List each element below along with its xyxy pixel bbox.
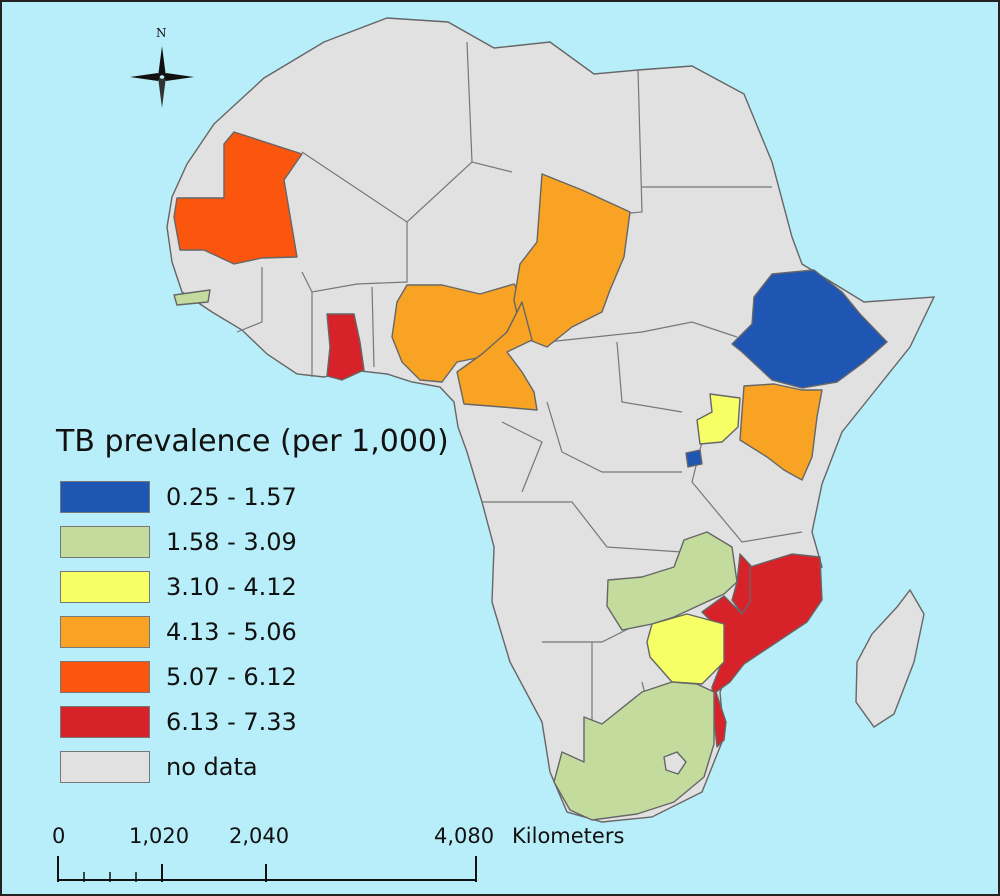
country-rwanda: [685, 449, 703, 468]
country-gambia: [173, 289, 211, 306]
legend-swatch: [60, 481, 150, 513]
legend-swatch: [60, 571, 150, 603]
legend-item: 1.58 - 3.09: [60, 525, 297, 559]
country-ghana: [326, 313, 365, 381]
scale-tick-1020: 1,020: [129, 824, 190, 848]
country-cameroon: [456, 301, 538, 411]
legend-swatch: [60, 616, 150, 648]
north-arrow-label: N: [156, 26, 167, 40]
legend-item: 6.13 - 7.33: [60, 705, 297, 739]
scale-tick-4080: 4,080: [434, 824, 495, 848]
legend-item: 0.25 - 1.57: [60, 480, 297, 514]
legend-swatch: [60, 526, 150, 558]
legend-label: 3.10 - 4.12: [166, 573, 297, 601]
legend-item: no data: [60, 750, 258, 784]
legend-title: TB prevalence (per 1,000): [56, 424, 449, 459]
country-chad: [513, 173, 631, 348]
country-lesotho: [663, 751, 687, 775]
legend-item: 3.10 - 4.12: [60, 570, 297, 604]
legend-label: 4.13 - 5.06: [166, 618, 297, 646]
madagascar: [855, 588, 925, 728]
scale-tick-2040: 2,040: [229, 824, 290, 848]
country-kenya: [739, 383, 823, 481]
country-south-africa: [553, 681, 715, 821]
legend-label: 0.25 - 1.57: [166, 483, 297, 511]
country-uganda: [696, 393, 741, 445]
legend-label: no data: [166, 753, 258, 781]
legend-label: 1.58 - 3.09: [166, 528, 297, 556]
country-ethiopia: [731, 269, 888, 389]
scale-tick-0: 0: [52, 824, 66, 848]
country-zimbabwe: [646, 613, 725, 685]
legend-item: 4.13 - 5.06: [60, 615, 297, 649]
legend-label: 5.07 - 6.12: [166, 663, 297, 691]
legend-swatch: [60, 661, 150, 693]
legend-swatch: [60, 751, 150, 783]
north-arrow-icon: [130, 46, 194, 108]
country-mozambique: [701, 553, 823, 748]
country-nigeria: [391, 283, 525, 383]
scale-unit: Kilometers: [512, 824, 625, 848]
country-mauritania: [173, 131, 303, 265]
legend-label: 6.13 - 7.33: [166, 708, 297, 736]
legend-item: 5.07 - 6.12: [60, 660, 297, 694]
legend-swatch: [60, 706, 150, 738]
